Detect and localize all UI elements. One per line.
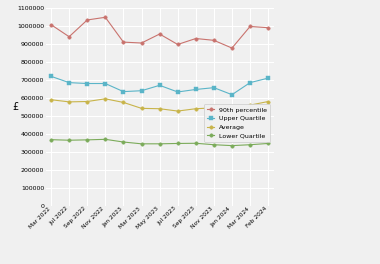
Upper Quartile xyxy=(49,75,53,78)
Average xyxy=(176,110,180,113)
Upper Quartile xyxy=(212,86,216,89)
Upper Quartile xyxy=(103,82,108,85)
90th percentile xyxy=(67,35,71,38)
Average xyxy=(139,107,144,110)
90th percentile xyxy=(212,39,216,42)
Upper Quartile xyxy=(176,90,180,93)
90th percentile xyxy=(103,16,108,19)
Lower Quartile xyxy=(67,139,71,142)
Lower Quartile xyxy=(49,138,53,141)
Upper Quartile xyxy=(248,81,252,84)
90th percentile xyxy=(176,43,180,46)
Lower Quartile xyxy=(85,138,90,142)
90th percentile xyxy=(49,23,53,26)
Average xyxy=(157,107,162,110)
Line: Average: Average xyxy=(49,97,270,113)
90th percentile xyxy=(139,41,144,45)
Average xyxy=(248,103,252,107)
Upper Quartile xyxy=(193,88,198,91)
Upper Quartile xyxy=(121,90,126,93)
Average xyxy=(212,106,216,109)
Average xyxy=(266,100,271,103)
Average xyxy=(193,107,198,110)
Lower Quartile xyxy=(103,138,108,141)
Upper Quartile xyxy=(67,81,71,84)
Upper Quartile xyxy=(85,82,90,85)
Line: 90th percentile: 90th percentile xyxy=(49,16,270,50)
Upper Quartile xyxy=(266,77,271,80)
Lower Quartile xyxy=(121,140,126,144)
Legend: 90th percentile, Upper Quartile, Average, Lower Quartile: 90th percentile, Upper Quartile, Average… xyxy=(204,104,271,142)
90th percentile xyxy=(85,18,90,22)
Average xyxy=(230,109,234,112)
Lower Quartile xyxy=(139,142,144,145)
Average xyxy=(103,97,108,100)
Average xyxy=(85,100,90,103)
90th percentile xyxy=(248,25,252,28)
Lower Quartile xyxy=(176,142,180,145)
90th percentile xyxy=(157,32,162,36)
Lower Quartile xyxy=(212,143,216,146)
Average xyxy=(121,101,126,104)
Lower Quartile xyxy=(266,142,271,145)
Line: Upper Quartile: Upper Quartile xyxy=(49,75,270,96)
90th percentile xyxy=(230,46,234,50)
Lower Quartile xyxy=(230,144,234,147)
Upper Quartile xyxy=(139,89,144,92)
Average xyxy=(67,100,71,103)
Upper Quartile xyxy=(157,84,162,87)
90th percentile xyxy=(121,41,126,44)
Upper Quartile xyxy=(230,93,234,96)
Average xyxy=(49,98,53,101)
Lower Quartile xyxy=(157,142,162,145)
Y-axis label: £: £ xyxy=(13,102,19,112)
Lower Quartile xyxy=(248,143,252,146)
Lower Quartile xyxy=(193,142,198,145)
90th percentile xyxy=(193,37,198,40)
90th percentile xyxy=(266,26,271,29)
Line: Lower Quartile: Lower Quartile xyxy=(49,138,270,147)
